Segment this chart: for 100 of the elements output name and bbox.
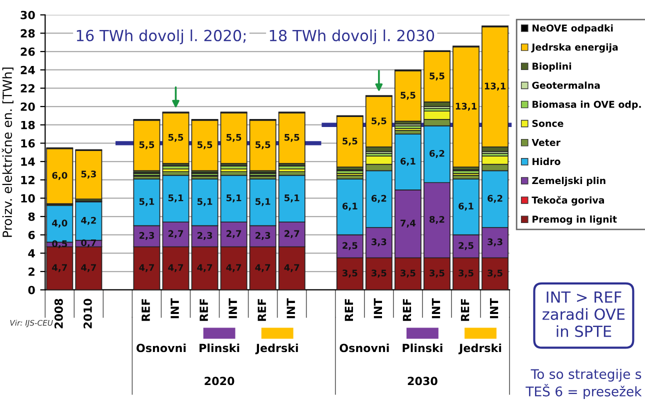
y-tick-label: 16 [21, 139, 35, 148]
data-label: 5,5 [256, 141, 270, 150]
data-label: 5,1 [197, 198, 212, 206]
x-tick-label: INT [170, 298, 179, 318]
data-label: 2,3 [139, 232, 154, 240]
ref-line-label: 18 TWh dovolj l. 2030 [270, 29, 434, 44]
text: Plinski [402, 344, 442, 352]
text: 2030 [408, 376, 438, 386]
data-label: 5,3 [81, 170, 96, 179]
text: Osnovni [136, 344, 186, 352]
data-label: 6,1 [458, 202, 474, 211]
data-label: 5,1 [226, 194, 242, 202]
legend-label: Hidro [532, 158, 560, 166]
text: Plinski [200, 344, 240, 352]
y-tick-label: 8 [28, 212, 35, 221]
legend-label: Biomasa in OVE odp. [532, 100, 641, 110]
ref-line-label: 16 TWh dovolj l. 2020; [76, 29, 246, 44]
y-tick-label: 26 [20, 48, 35, 56]
data-label: 4,7 [139, 264, 154, 272]
legend-label: Tekoča goriva [532, 196, 604, 206]
data-label: 2,3 [256, 232, 270, 240]
data-label: 6,2 [430, 150, 444, 158]
data-label: 4,7 [226, 264, 242, 272]
data-label: 13,1 [484, 82, 506, 91]
data-label: 5,5 [372, 118, 386, 126]
x-tick-label: REF [460, 299, 470, 321]
data-label: 6,1 [342, 202, 358, 211]
data-label: 0,7 [81, 239, 96, 248]
data-label: 3,5 [400, 270, 416, 278]
text: 2020 [204, 376, 234, 386]
text: INT > REF zaradi OVE in SPTE [542, 292, 625, 338]
y-tick-label: 6 [28, 230, 35, 240]
data-label: 3,5 [430, 270, 444, 278]
data-label: 5,5 [139, 141, 154, 150]
text: To so strategije s TEŠ 6 = presežek [526, 368, 642, 399]
data-label: 5,5 [284, 134, 300, 142]
data-label: 4,7 [52, 264, 67, 272]
y-tick-label: 22 [20, 84, 34, 92]
data-label: 5,1 [168, 194, 184, 202]
data-label: 4,2 [81, 216, 96, 225]
data-label: 7,4 [400, 220, 416, 228]
data-label: 2,7 [284, 230, 300, 238]
x-tick-label: REF [258, 299, 266, 321]
data-label: 3,5 [488, 270, 502, 278]
data-label: 2,5 [342, 242, 358, 250]
data-label: 3,3 [488, 238, 502, 246]
data-label: 8,2 [430, 216, 444, 224]
y-tick-label: 2 [28, 267, 34, 276]
data-label: 4,0 [52, 220, 68, 228]
data-label: 5,1 [139, 198, 154, 206]
y-tick-label: 0 [28, 286, 35, 294]
y-tick-label: 20 [20, 102, 35, 111]
x-tick-label: INT [432, 298, 440, 318]
y-tick-label: 30 [20, 10, 35, 20]
data-label: 2,7 [168, 230, 184, 238]
legend-label: Jedrska energija [531, 43, 618, 53]
legend-label: Sonce [532, 120, 564, 127]
y-tick-label: 24 [20, 66, 35, 74]
data-label: 6,2 [372, 194, 386, 203]
y-tick-label: 14 [21, 158, 35, 166]
data-label: 2,5 [458, 242, 474, 250]
data-label: 5,5 [400, 92, 416, 100]
data-label: 5,5 [168, 134, 184, 142]
legend-label: NeOVE odpadki [532, 24, 613, 34]
data-label: 13,1 [456, 102, 477, 111]
data-label: 3,5 [372, 270, 386, 278]
y-tick-label: 28 [20, 29, 35, 38]
data-label: 5,5 [197, 141, 212, 150]
x-tick-label: INT [286, 298, 295, 318]
x-tick-label: 2010 [84, 298, 92, 328]
x-tick-label: INT [228, 298, 237, 318]
data-label: 3,5 [458, 270, 474, 278]
data-label: 6,1 [400, 158, 416, 166]
text: Jedrski [255, 344, 298, 354]
legend-label: Premog in lignit [532, 215, 617, 225]
y-tick-label: 18 [21, 120, 35, 130]
y-tick-label: 4 [28, 249, 35, 258]
data-label: 5,1 [256, 198, 270, 206]
x-tick-label: INT [490, 298, 498, 318]
data-label: 2,7 [226, 230, 242, 238]
y-tick-label: 12 [21, 176, 34, 184]
text: Jedrski [458, 344, 502, 354]
data-label: 5,5 [430, 72, 444, 81]
x-tick-label: REF [344, 299, 353, 321]
data-label: 0,5 [52, 240, 68, 248]
x-tick-label: INT [374, 298, 382, 318]
legend-label: Bioplini [532, 62, 572, 72]
data-label: 5,5 [342, 138, 358, 146]
data-label: 3,5 [342, 270, 358, 278]
data-label: 4,7 [197, 264, 212, 272]
data-label: 5,5 [226, 134, 242, 142]
x-tick-label: REF [200, 299, 208, 321]
legend-label: Geotermalna [532, 82, 600, 89]
y-axis-title: Proizv. električne en. [TWh] [2, 68, 14, 237]
data-label: 6,2 [488, 194, 502, 203]
y-tick-label: 10 [21, 194, 35, 203]
data-label: 3,3 [372, 238, 386, 246]
x-tick-label: 2008 [54, 298, 63, 328]
x-tick-label: REF [402, 299, 412, 321]
data-label: 5,1 [284, 194, 300, 202]
